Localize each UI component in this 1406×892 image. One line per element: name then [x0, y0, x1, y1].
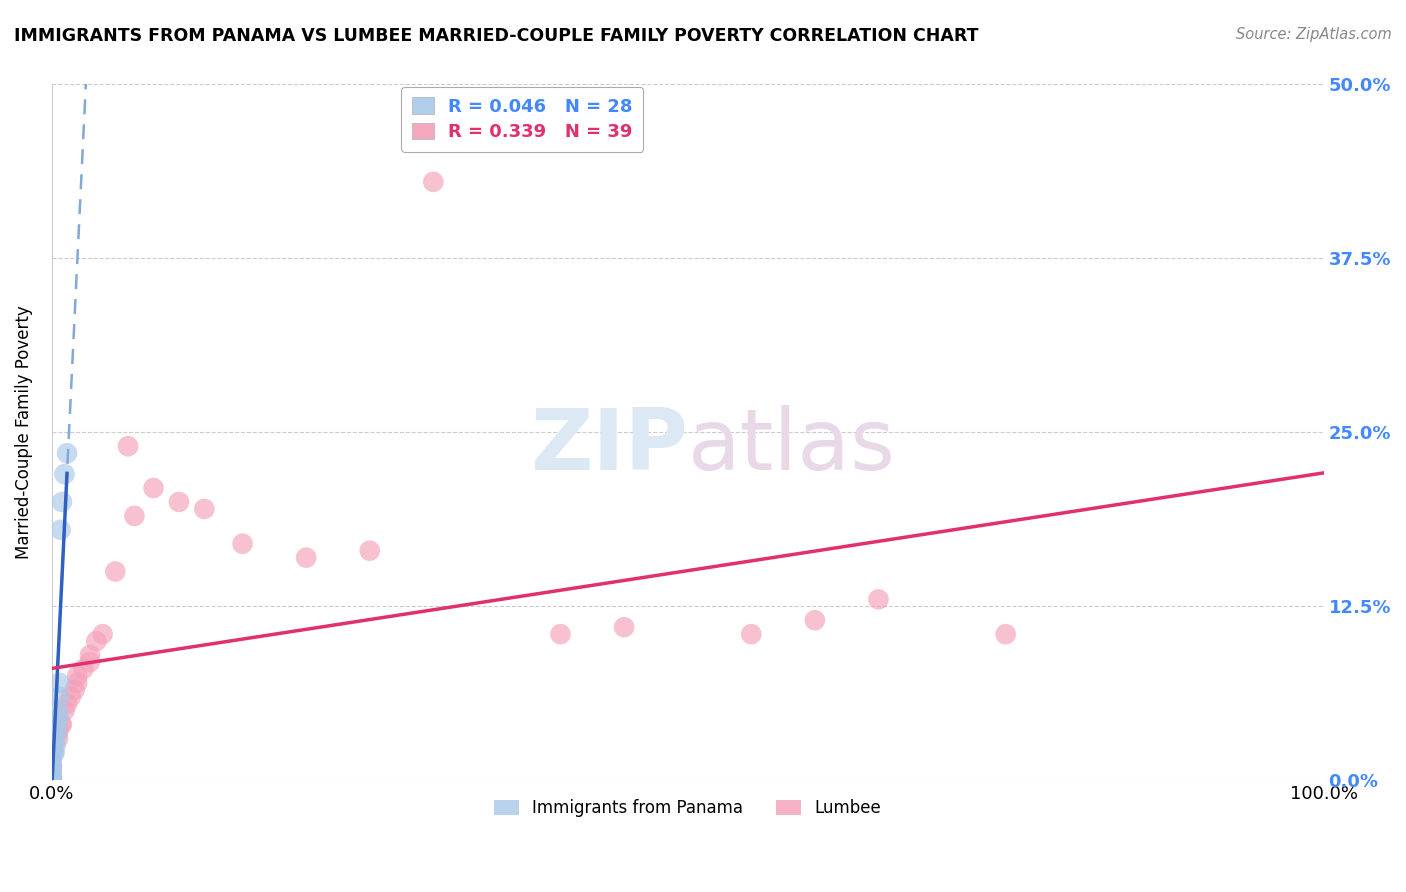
Point: [63, 682, 86, 697]
Point: [41, 773, 63, 788]
Point: [41, 752, 63, 766]
Point: [41, 773, 63, 788]
Point: [41, 773, 63, 788]
Point: [46, 704, 69, 718]
Point: [48, 676, 70, 690]
Point: [53, 467, 76, 482]
Point: [51, 495, 73, 509]
Point: [868, 592, 890, 607]
Point: [66, 669, 89, 683]
Point: [41, 759, 63, 773]
Point: [53, 704, 76, 718]
Point: [79, 648, 101, 662]
Point: [45, 739, 67, 753]
Point: [46, 711, 69, 725]
Point: [117, 439, 139, 453]
Point: [142, 481, 165, 495]
Point: [41, 773, 63, 788]
Point: [295, 550, 318, 565]
Point: [79, 655, 101, 669]
Point: [41, 759, 63, 773]
Point: [41, 762, 63, 776]
Point: [91, 627, 114, 641]
Point: [804, 613, 827, 627]
Legend: Immigrants from Panama, Lumbee: Immigrants from Panama, Lumbee: [486, 793, 889, 824]
Point: [231, 537, 253, 551]
Point: [46, 731, 69, 746]
Point: [66, 676, 89, 690]
Point: [46, 724, 69, 739]
Point: [49, 717, 72, 731]
Point: [994, 627, 1017, 641]
Text: ZIP: ZIP: [530, 405, 688, 488]
Point: [56, 697, 79, 711]
Point: [41, 759, 63, 773]
Point: [41, 773, 63, 788]
Point: [167, 495, 190, 509]
Point: [45, 731, 67, 746]
Point: [84, 634, 107, 648]
Text: atlas: atlas: [688, 405, 896, 488]
Text: Source: ZipAtlas.com: Source: ZipAtlas.com: [1236, 27, 1392, 42]
Point: [550, 627, 572, 641]
Point: [48, 690, 70, 704]
Point: [41, 773, 63, 788]
Point: [41, 773, 63, 788]
Point: [740, 627, 762, 641]
Point: [41, 773, 63, 788]
Point: [41, 752, 63, 766]
Point: [72, 662, 94, 676]
Point: [193, 502, 215, 516]
Text: IMMIGRANTS FROM PANAMA VS LUMBEE MARRIED-COUPLE FAMILY POVERTY CORRELATION CHART: IMMIGRANTS FROM PANAMA VS LUMBEE MARRIED…: [14, 27, 979, 45]
Point: [45, 717, 67, 731]
Point: [41, 759, 63, 773]
Y-axis label: Married-Couple Family Poverty: Married-Couple Family Poverty: [15, 305, 32, 559]
Point: [104, 565, 127, 579]
Point: [45, 724, 67, 739]
Point: [51, 717, 73, 731]
Point: [41, 739, 63, 753]
Point: [44, 746, 66, 760]
Point: [44, 746, 66, 760]
Point: [359, 543, 381, 558]
Point: [41, 766, 63, 780]
Point: [41, 773, 63, 788]
Point: [59, 690, 82, 704]
Point: [41, 766, 63, 780]
Point: [56, 446, 79, 460]
Point: [41, 773, 63, 788]
Point: [41, 746, 63, 760]
Point: [613, 620, 636, 634]
Point: [41, 759, 63, 773]
Point: [124, 508, 146, 523]
Point: [422, 175, 444, 189]
Point: [49, 523, 72, 537]
